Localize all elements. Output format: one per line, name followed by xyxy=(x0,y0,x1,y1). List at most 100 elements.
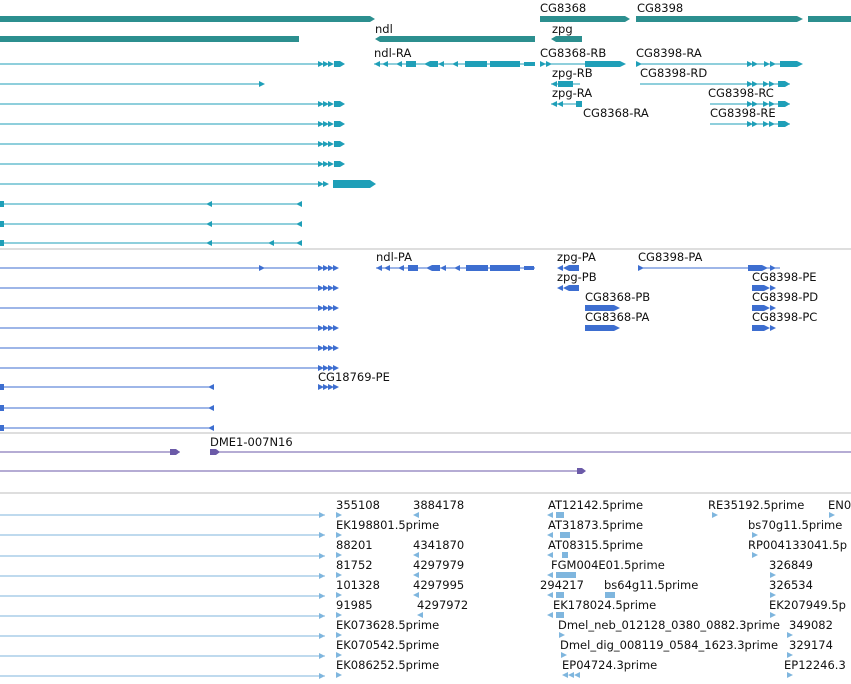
gene-label-cg8398: CG8398 xyxy=(637,1,683,15)
transcript-label: CG8368-RB xyxy=(540,46,606,60)
clone-row[interactable] xyxy=(0,449,180,455)
gene-bar-cg8398[interactable] xyxy=(636,16,803,22)
est-label: 326534 xyxy=(769,578,813,592)
est-label: 4341870 xyxy=(413,538,464,552)
est-row[interactable] xyxy=(0,553,325,559)
est-row[interactable] xyxy=(0,532,325,538)
est-label: EK178024.5prime xyxy=(553,598,656,612)
protein-cg8398-pd[interactable] xyxy=(752,305,776,311)
transcript-row[interactable] xyxy=(0,121,345,127)
clone-dme1-007n16[interactable] xyxy=(210,449,851,455)
genes-track xyxy=(0,16,851,42)
gene-label-ndl: ndl xyxy=(375,22,393,36)
est-label: EK198801.5prime xyxy=(336,518,439,532)
transcript-ndl-ra[interactable] xyxy=(374,61,535,67)
protein-row[interactable] xyxy=(0,285,339,291)
transcript-zpg-ra[interactable] xyxy=(551,101,582,107)
protein-row[interactable] xyxy=(0,325,339,331)
transcript-row[interactable] xyxy=(0,81,265,87)
est-label: Dmel_dig_008119_0584_1623.3prime xyxy=(560,638,778,652)
protein-cg8368-pb[interactable] xyxy=(585,305,620,311)
est-row[interactable] xyxy=(0,653,325,659)
est-label: EK086252.5prime xyxy=(336,658,439,672)
transcript-row[interactable] xyxy=(0,201,302,207)
transcript-label: CG8398-RC xyxy=(708,86,774,100)
gene-bar[interactable] xyxy=(0,36,299,42)
transcript-row[interactable] xyxy=(0,180,376,188)
transcript-cg8398-re[interactable] xyxy=(710,121,790,127)
protein-row[interactable] xyxy=(0,384,214,390)
est-label: bs70g11.5prime xyxy=(748,518,842,532)
est-label: AT12142.5prime xyxy=(548,498,643,512)
protein-zpg-pb[interactable] xyxy=(557,285,579,291)
protein-row[interactable] xyxy=(0,345,339,351)
protein-label: CG8398-PA xyxy=(638,250,703,264)
est-glyphs xyxy=(336,512,835,678)
est-row[interactable] xyxy=(0,613,325,619)
est-label: 4297995 xyxy=(413,578,464,592)
protein-cg8368-pa[interactable] xyxy=(585,325,620,331)
est-label: FGM004E01.5prime xyxy=(551,558,665,572)
protein-row[interactable] xyxy=(0,305,339,311)
protein-cg8398-pe[interactable] xyxy=(752,285,776,291)
transcript-label: ndl-RA xyxy=(374,46,411,60)
protein-cg18769-pe[interactable] xyxy=(318,384,339,390)
protein-ndl-pa[interactable] xyxy=(376,265,535,271)
est-label: EP04724.3prime xyxy=(562,658,657,672)
transcript-cg8368-rb[interactable] xyxy=(540,61,626,67)
protein-cg8398-pc[interactable] xyxy=(752,325,776,331)
transcript-zpg-rb[interactable] xyxy=(551,81,580,87)
est-label: 91985 xyxy=(336,598,373,612)
protein-label: CG8368-PB xyxy=(585,290,650,304)
protein-row[interactable] xyxy=(0,365,339,371)
protein-row[interactable] xyxy=(0,265,339,271)
protein-label: CG8398-PE xyxy=(752,270,817,284)
est-row[interactable] xyxy=(0,593,325,599)
est-label: 4297972 xyxy=(417,598,468,612)
est-label: EK207949.5p xyxy=(769,598,846,612)
transcript-label: zpg-RA xyxy=(552,86,592,100)
protein-label: ndl-PA xyxy=(376,250,412,264)
transcript-cg8398-rd[interactable] xyxy=(640,81,790,87)
est-label: 355108 xyxy=(336,498,380,512)
est-label: bs64g11.5prime xyxy=(604,578,698,592)
est-label: 349082 xyxy=(789,618,833,632)
protein-row[interactable] xyxy=(0,425,214,431)
transcript-row[interactable] xyxy=(0,61,345,67)
est-row[interactable] xyxy=(0,633,325,639)
gene-bar[interactable] xyxy=(808,16,851,22)
protein-label: CG8398-PC xyxy=(752,310,817,324)
gene-label-cg8368: CG8368 xyxy=(540,1,586,15)
gene-label-zpg: zpg xyxy=(552,22,573,36)
est-row[interactable] xyxy=(0,512,325,518)
est-label: 88201 xyxy=(336,538,373,552)
est-label: 81752 xyxy=(336,558,373,572)
transcript-label: CG8398-RE xyxy=(710,106,776,120)
clone-row[interactable] xyxy=(0,468,586,474)
est-track xyxy=(0,512,835,679)
transcript-row[interactable] xyxy=(0,101,345,107)
transcript-row[interactable] xyxy=(0,221,302,227)
protein-row[interactable] xyxy=(0,405,214,411)
transcript-cg8398-ra[interactable] xyxy=(636,61,803,67)
transcript-cg8398-rc[interactable] xyxy=(710,101,790,107)
protein-cg8398-pa[interactable] xyxy=(638,265,780,271)
est-label: 4297979 xyxy=(413,558,464,572)
transcript-label: zpg-RB xyxy=(552,66,593,80)
est-label: 3884178 xyxy=(413,498,464,512)
transcript-row[interactable] xyxy=(0,240,302,246)
transcript-row[interactable] xyxy=(0,161,345,167)
clone-label: DME1-007N16 xyxy=(210,435,293,449)
est-row[interactable] xyxy=(0,673,325,679)
gene-bar-cg8368[interactable] xyxy=(540,16,630,22)
est-label: EK070542.5prime xyxy=(336,638,439,652)
protein-label: zpg-PA xyxy=(557,250,596,264)
gene-bar[interactable] xyxy=(0,16,375,22)
transcript-row[interactable] xyxy=(0,141,345,147)
transcripts-track xyxy=(0,61,803,246)
est-row[interactable] xyxy=(0,573,325,579)
gene-bar-ndl[interactable] xyxy=(375,36,535,42)
gene-bar-zpg[interactable] xyxy=(551,36,582,42)
protein-zpg-pa[interactable] xyxy=(557,265,579,271)
